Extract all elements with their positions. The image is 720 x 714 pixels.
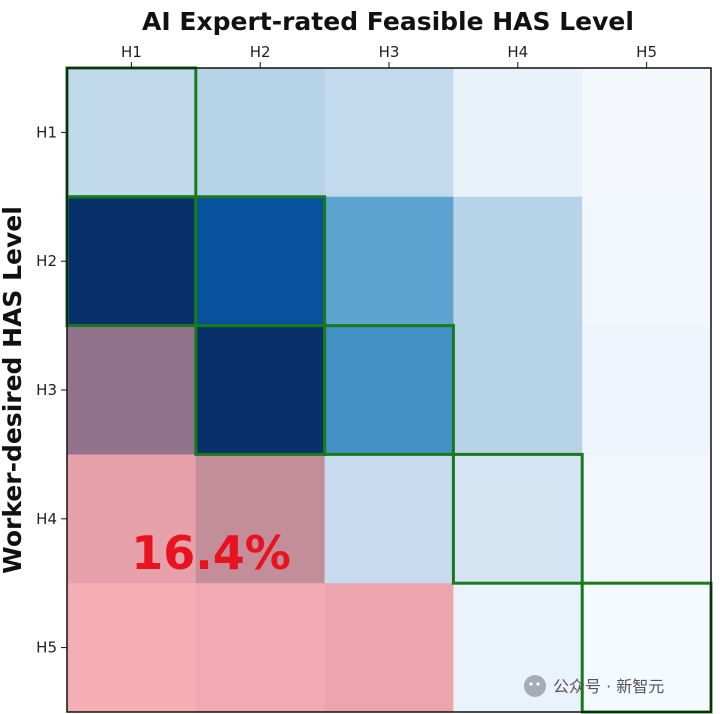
heatmap-cell-H3-H1 <box>67 325 197 455</box>
y-tick-label: H4 <box>36 510 57 528</box>
annotation-label: 16.4% <box>131 526 291 580</box>
heatmap-cell-H2-H1 <box>67 196 197 327</box>
heatmap-cell-H5-H5 <box>582 583 712 713</box>
heatmap-cell-H5-H4 <box>453 583 583 713</box>
y-tick-label: H1 <box>36 123 57 141</box>
wechat-icon-dot <box>536 682 540 686</box>
heatmap-cells <box>67 68 712 713</box>
x-ticks: H1 H2 H3 H4 H5 <box>121 43 657 68</box>
x-tick-label: H2 <box>250 43 271 61</box>
y-ticks: H1 H2 H3 H4 H5 <box>36 123 67 657</box>
y-tick-label: H3 <box>36 381 57 399</box>
y-tick-label: H5 <box>36 639 57 657</box>
heatmap-cell-H2-H2 <box>195 196 326 327</box>
heatmap-cell-H3-H4 <box>453 325 583 455</box>
heatmap-cell-H4-H3 <box>324 454 454 584</box>
x-tick-label: H4 <box>507 43 528 61</box>
x-tick-label: H3 <box>379 43 400 61</box>
heatmap-cell-H5-H3 <box>324 583 454 713</box>
heatmap-cell-H4-H5 <box>582 454 712 584</box>
watermark-text: 公众号 · 新智元 <box>553 677 664 696</box>
y-axis-label: Worker-desired HAS Level <box>0 206 27 574</box>
heatmap-cell-H1-H1 <box>67 68 197 198</box>
x-tick-label: H1 <box>121 43 142 61</box>
highlight-box-H3-H2 <box>194 324 327 456</box>
heatmap-cell-H3-H5 <box>582 325 712 455</box>
wechat-icon-dot <box>529 682 533 686</box>
heatmap-cell-H4-H1 <box>67 454 197 584</box>
heatmap-cell-H4-H2 <box>195 454 326 584</box>
heatmap-cell-H4-H4 <box>453 454 583 584</box>
heatmap-cell-H2-H5 <box>582 196 712 327</box>
chart-title: AI Expert-rated Feasible HAS Level <box>142 7 634 36</box>
x-tick-label: H5 <box>636 43 657 61</box>
heatmap-cell-H1-H2 <box>195 68 326 198</box>
heatmap-cell-H2-H4 <box>453 196 583 327</box>
heatmap-cell-H1-H3 <box>324 68 454 198</box>
y-tick-label: H2 <box>36 252 57 270</box>
heatmap-cell-H5-H1 <box>67 583 197 713</box>
heatmap-cell-H3-H3 <box>324 325 454 455</box>
heatmap-cell-H2-H3 <box>324 196 454 327</box>
watermark: 公众号 · 新智元 <box>524 675 664 697</box>
heatmap-cell-H1-H5 <box>582 68 712 198</box>
heatmap-cell-H3-H2 <box>195 325 326 455</box>
heatmap-cell-H1-H4 <box>453 68 583 198</box>
highlight-box-H4-H4 <box>451 452 584 585</box>
wechat-icon <box>524 675 546 697</box>
heatmap-cell-H5-H2 <box>195 583 326 713</box>
